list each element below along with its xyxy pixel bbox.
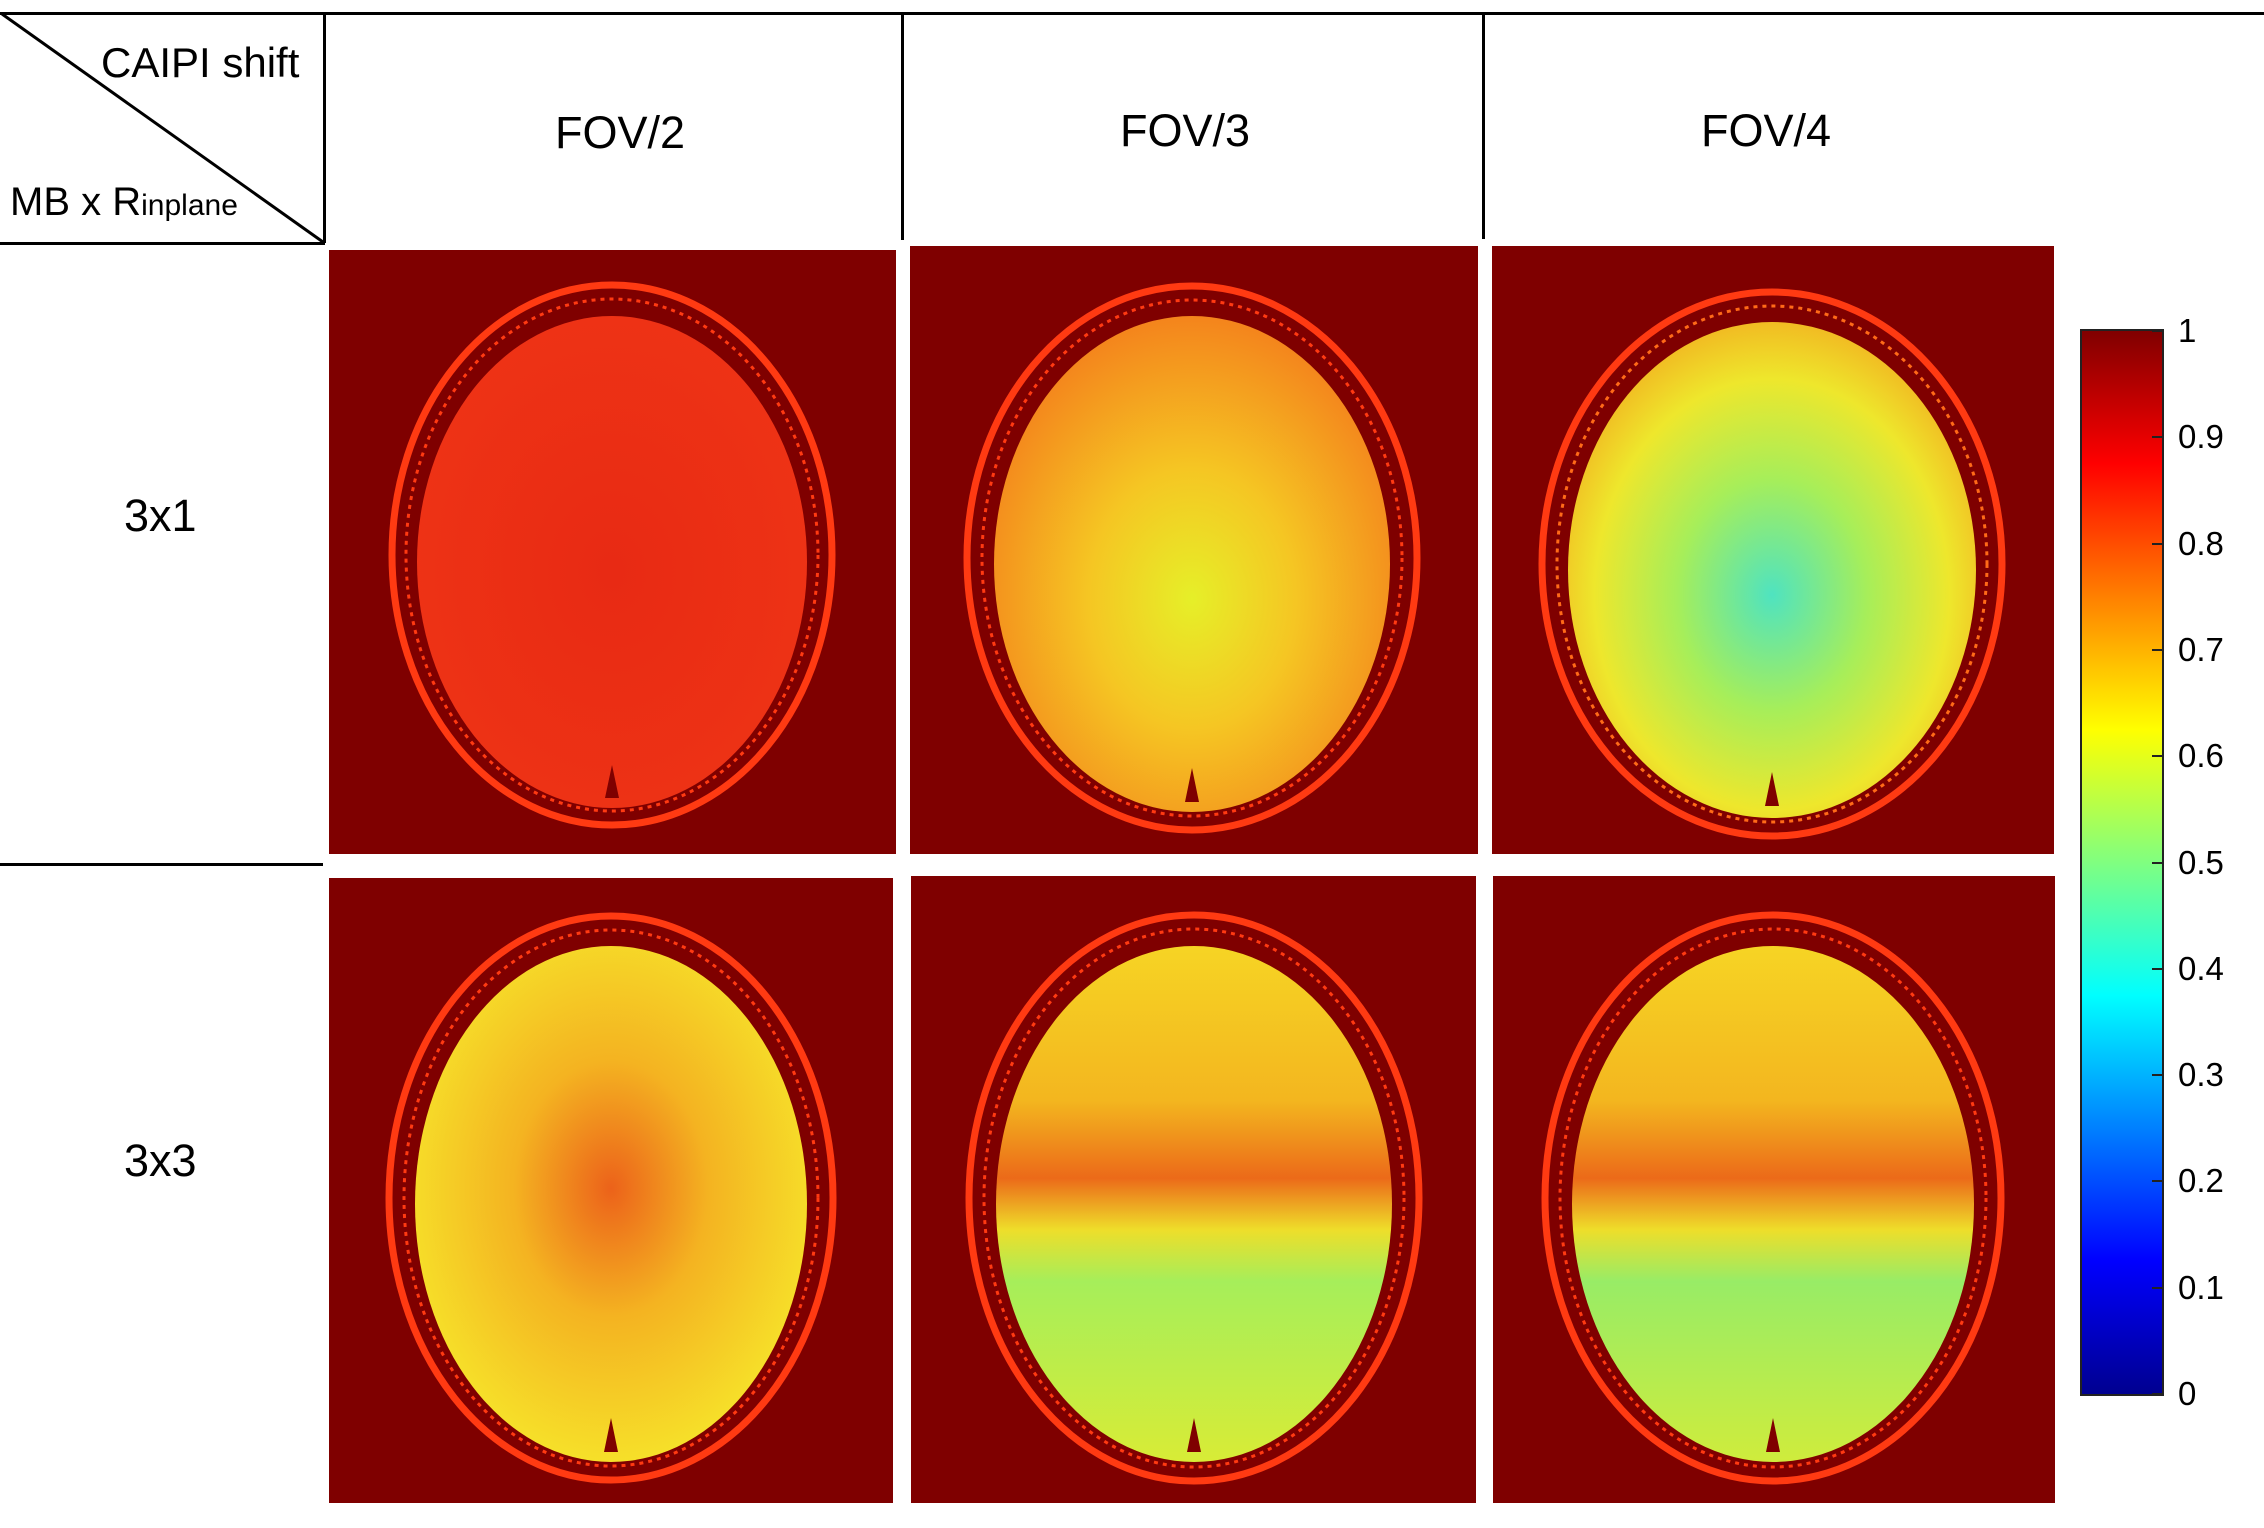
colorbar-tick-mark (2152, 1393, 2162, 1395)
corner-caipi-shift-label: CAIPI shift (101, 39, 300, 86)
colorbar-tick-mark (2152, 1074, 2162, 1077)
top-border-line (0, 12, 2264, 15)
colorbar-tick-label: 0.8 (2178, 524, 2224, 562)
column-divider-3 (1482, 12, 1485, 239)
colorbar (2080, 329, 2164, 1396)
map-panel-3x3-fov4 (1493, 876, 2055, 1503)
column-header-fov2: FOV/2 (554, 107, 686, 158)
row-divider-line (0, 863, 323, 866)
row-label-3x3: 3x3 (124, 1135, 197, 1186)
column-divider-2 (901, 15, 904, 240)
colorbar-tick-mark (2152, 436, 2162, 439)
colorbar-tick-label: 0.4 (2178, 949, 2224, 987)
colorbar-tick-label: 0.2 (2178, 1162, 2224, 1200)
colorbar-tick-mark (2152, 648, 2162, 651)
row-label-3x1: 3x1 (124, 490, 197, 541)
colorbar-tick-mark (2152, 1286, 2162, 1289)
colorbar-tick-label: 0.9 (2178, 418, 2224, 456)
colorbar-tick-mark (2152, 330, 2162, 332)
map-panel-3x1-fov2 (329, 250, 896, 854)
header-bottom-line (0, 242, 325, 245)
column-header-fov4: FOV/4 (1700, 105, 1832, 156)
colorbar-tick-label: 0 (2178, 1375, 2197, 1412)
colorbar-tick-label: 0.7 (2178, 630, 2224, 668)
map-panel-3x3-fov3 (911, 876, 1476, 1503)
map-panel-3x3-fov2 (329, 878, 893, 1503)
column-divider-1 (323, 12, 326, 243)
colorbar-tick-mark (2152, 1180, 2162, 1183)
colorbar-tick-mark (2152, 861, 2162, 864)
column-header-fov3: FOV/3 (1119, 105, 1251, 156)
colorbar-tick-mark (2152, 542, 2162, 545)
colorbar-tick-label: 0.1 (2178, 1268, 2224, 1306)
colorbar-tick-label: 0.5 (2178, 843, 2224, 881)
colorbar-tick-label: 0.6 (2178, 737, 2224, 775)
corner-diagonal-line (1, 12, 324, 244)
corner-inplane-subscript: inplane (141, 189, 238, 222)
corner-mb-rinplane-label: MB x Rinplane (10, 182, 238, 222)
colorbar-tick-label: 1 (2178, 312, 2197, 349)
colorbar-tick-mark (2152, 967, 2162, 970)
map-panel-3x1-fov4 (1492, 246, 2054, 854)
corner-mb-r-text: MB x R (10, 180, 142, 224)
map-panel-3x1-fov3 (910, 246, 1478, 854)
colorbar-tick-label: 0.3 (2178, 1056, 2224, 1094)
colorbar-tick-mark (2152, 755, 2162, 758)
